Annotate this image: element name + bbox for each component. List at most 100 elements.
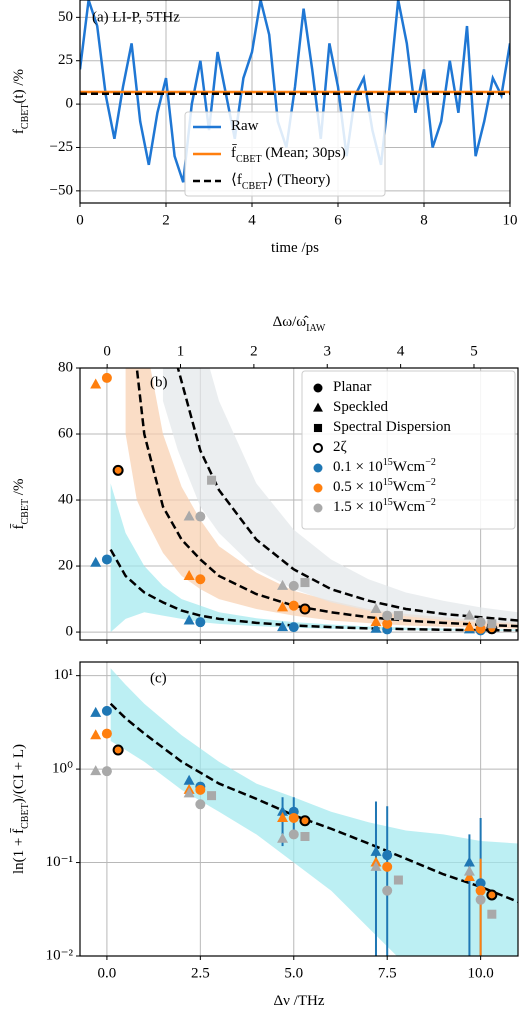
x2-axis-label-part: Δω/ω̂ (273, 314, 310, 330)
triangle-marker (370, 602, 382, 613)
theory-line (176, 368, 518, 622)
square-marker (393, 611, 403, 621)
y-tick-label: 10⁻² (46, 947, 74, 963)
triangle-marker (370, 845, 382, 856)
theory-line (135, 368, 518, 628)
y-tick-label: −50 (50, 182, 73, 198)
y-tick-label: 50 (58, 9, 73, 25)
square-marker (313, 423, 323, 433)
y-axis-label-part: /% (11, 479, 27, 499)
legend: Planar Speckled Spectral Dispersion 2ζ 0.1 ×… (301, 370, 516, 530)
panel: 10⁻² 10⁻¹ 10⁰ 10¹ 0.0 2.5 5.0 7.5 10.0 Δν /THz ln(… (11, 661, 519, 1009)
square-marker (207, 475, 217, 485)
circle-marker (101, 705, 112, 716)
triangle-marker (277, 579, 289, 590)
y-tick-label: 10⁰ (52, 761, 73, 777)
circle-marker (475, 885, 486, 896)
circle-marker (288, 580, 299, 591)
triangle-marker (183, 774, 195, 785)
triangle-marker (90, 706, 102, 717)
x2-tick-label: 3 (323, 343, 331, 359)
axes-frame (79, 367, 519, 641)
legend-label: Speckled (333, 399, 388, 415)
x2-axis-label-sub: IAW (306, 323, 326, 334)
legend-label-part: Spectral Dispersion (333, 419, 451, 435)
legend-label-sub: CBET (242, 181, 268, 192)
circle-marker (382, 850, 393, 861)
square-marker (300, 578, 310, 588)
legend-label-sub: CBET (236, 154, 262, 165)
y-axis-label-part: f (11, 129, 27, 134)
circle-marker (195, 799, 206, 810)
triangle-marker (277, 621, 289, 632)
y-tick-label: 10⁻¹ (46, 854, 73, 870)
y-tick-label: 0 (66, 96, 74, 112)
y-tick-label: 10¹ (54, 667, 74, 683)
triangle-marker (277, 832, 289, 843)
square-marker (487, 909, 497, 919)
legend-label-sup: −2 (425, 457, 436, 468)
triangle-marker (463, 609, 475, 620)
triangle-marker (370, 622, 382, 633)
circle-marker (313, 503, 323, 513)
panel-annotation: (a) LI-P, 5THz (92, 9, 180, 25)
circle-marker (313, 383, 323, 393)
ring-marker (299, 603, 311, 615)
circle-marker (288, 829, 299, 840)
legend-label: ⟨fCBET⟩ (Theory) (231, 172, 330, 191)
triangle-marker (277, 805, 289, 816)
legend-label: 1.5 × 1015Wcm−2 (333, 497, 436, 516)
y-tick-label: 60 (58, 425, 73, 441)
ring-marker (486, 889, 498, 901)
triangle-marker (277, 601, 289, 612)
x2-tick-label: 1 (177, 343, 185, 359)
circle-marker (475, 894, 486, 905)
circle-marker (382, 861, 393, 872)
legend-label-sup: −2 (425, 477, 436, 488)
y-axis-label-sub: CBET (20, 499, 31, 525)
x-tick-label: 10.0 (468, 965, 494, 981)
legend-label-part: f̄ (231, 145, 237, 162)
triangle-marker (90, 765, 102, 776)
legend-label-part: 1.5 × 10 (333, 499, 383, 515)
triangle-marker (183, 787, 195, 798)
legend-label-part: ⟩ (Theory) (267, 172, 330, 188)
legend-label: 0.1 × 1015Wcm−2 (333, 457, 436, 476)
circle-marker (288, 622, 299, 633)
x2-axis-label: Δω/ω̂IAW (273, 314, 326, 333)
circle-marker (101, 372, 112, 383)
x-axis-label-part: Δν /THz (274, 993, 325, 1009)
triangle-marker (90, 729, 102, 740)
triangle-marker (370, 860, 382, 871)
panel: 0 20 40 60 80 0 1 2 3 4 5 Δω/ω̂IAW f̄CBET /% Planar Sp… (11, 314, 519, 644)
y-axis-label: fCBET(t) /% (11, 69, 30, 134)
legend-label-part: Wcm (393, 499, 426, 515)
legend-label-part: Planar (333, 379, 371, 395)
panel-annotation: (b) (150, 374, 168, 390)
y-tick-label: 0 (66, 624, 74, 640)
circle-marker (288, 600, 299, 611)
legend-label: 2ζ (333, 439, 347, 455)
axes-frame (79, 0, 511, 204)
x-tick-label: 2 (162, 212, 170, 228)
legend-label-part: ⟨f (231, 172, 242, 188)
y-axis-label-sub: CBET (20, 104, 31, 130)
y-axis-label-part: )/(CI + L) (11, 744, 27, 803)
uncertainty-band (162, 368, 518, 625)
circle-marker (195, 511, 206, 522)
legend-label: Raw (231, 118, 259, 134)
triangle-marker (277, 811, 289, 822)
circle-marker (382, 618, 393, 629)
x-tick-label: 2.5 (191, 965, 210, 981)
legend-label: Planar (333, 379, 371, 395)
triangle-marker (90, 556, 102, 567)
circle-marker (101, 728, 112, 739)
triangle-marker (90, 378, 102, 389)
circle-marker (195, 574, 206, 585)
legend-label-part: 0.5 × 10 (333, 479, 383, 495)
plot-area (90, 368, 518, 636)
